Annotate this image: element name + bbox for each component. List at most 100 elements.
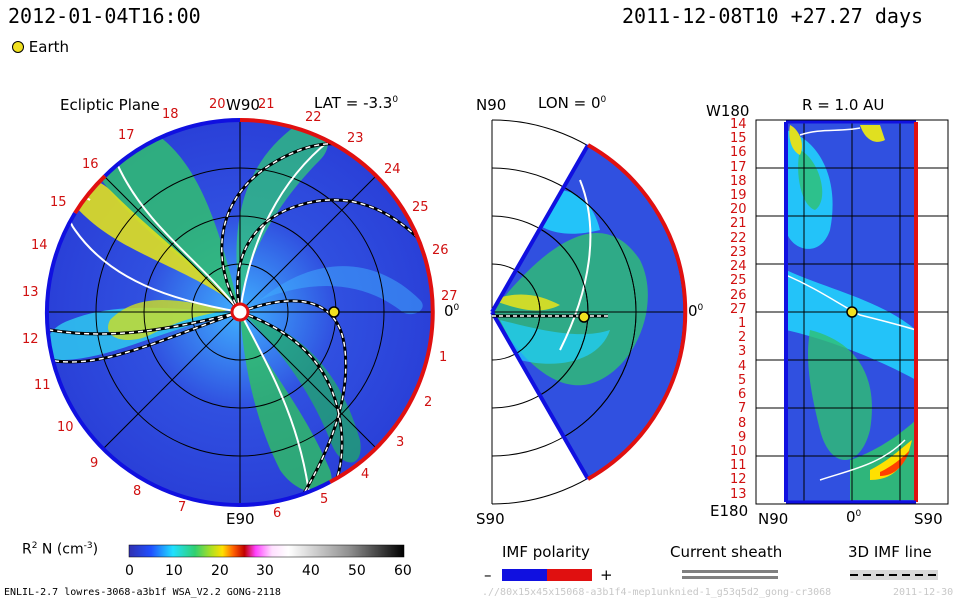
carrington-tick: 21: [258, 97, 275, 112]
earth-legend-label: Earth: [28, 38, 70, 56]
radial-x-mid-deg: 0: [855, 509, 862, 519]
carrington-tick: 25: [412, 200, 429, 215]
run-time-value: 2011-12-08T10: [622, 4, 779, 28]
radial-r-label: R = 1.0 AU: [802, 96, 885, 114]
carrington-tick: 14: [31, 238, 48, 253]
imf-negative-swatch: [502, 569, 547, 581]
colorbar-label-end: ): [92, 541, 99, 558]
colorbar-tick: 30: [256, 563, 274, 579]
radial-tick: 18: [730, 174, 747, 189]
carrington-tick: 24: [384, 162, 401, 177]
colorbar-label-exp: -3: [83, 541, 93, 551]
radial-tick: 12: [730, 472, 747, 487]
meridional-plane: [490, 119, 688, 505]
lon-value: LON = 0: [538, 94, 601, 112]
imf-minus: –: [484, 566, 492, 584]
radial-tick: 4: [738, 359, 747, 374]
radial-tick: 15: [730, 131, 747, 146]
meridional-bottom-label: S90: [476, 510, 505, 528]
radial-tick: 7: [738, 401, 747, 416]
ecliptic-right-value: 0: [444, 302, 454, 320]
carrington-tick: 10: [57, 420, 74, 435]
earth-legend-icon: [12, 41, 24, 53]
carrington-tick: 11: [34, 378, 51, 393]
lat-value: LAT = -3.3: [314, 94, 393, 112]
colorbar-label-sup: 2: [31, 541, 38, 551]
density-colorbar: [128, 544, 405, 558]
radial-tick: 23: [730, 245, 747, 260]
watermark-date: 2011-12-30: [893, 587, 954, 598]
timestamp: 2012-01-04T16:00: [8, 4, 201, 28]
radial-tick: 8: [738, 416, 747, 431]
colorbar-tick: 60: [394, 563, 412, 579]
radial-x-mid-value: 0: [846, 508, 856, 526]
radial-tick: 20: [730, 202, 747, 217]
carrington-tick: 6: [273, 506, 282, 521]
earth-marker-ecliptic: [328, 306, 340, 318]
carrington-tick: 18: [162, 107, 179, 122]
radial-tick: 27: [730, 302, 747, 317]
carrington-tick: 20: [209, 97, 226, 112]
radial-tick: 16: [730, 145, 747, 160]
current-sheath-swatch: [682, 570, 778, 579]
run-time: 2011-12-08T10 +27.27 days: [622, 4, 923, 28]
lat-deg: 0: [392, 95, 399, 105]
colorbar-label-r: R: [22, 541, 32, 558]
imf-line-swatch: [850, 570, 938, 580]
radial-map: [755, 119, 949, 505]
ecliptic-bottom-label: E90: [226, 510, 255, 528]
ecliptic-plane-disc: [44, 117, 435, 507]
radial-bottom-left: E180: [710, 502, 749, 520]
sun-marker: [230, 302, 250, 322]
colorbar-label-rest: N (cm: [37, 541, 84, 558]
radial-top-left: W180: [706, 102, 750, 120]
earth-marker-meridional: [578, 311, 590, 323]
lon-deg: 0: [600, 95, 607, 105]
ecliptic-lat-label: LAT = -3.30: [314, 94, 398, 112]
meridional-right-deg: 0: [697, 303, 704, 313]
imf-line-title: 3D IMF line: [848, 543, 932, 561]
radial-tick: 25: [730, 273, 747, 288]
carrington-tick: 3: [396, 435, 405, 450]
carrington-tick: 1: [439, 350, 448, 365]
radial-tick: 19: [730, 188, 747, 203]
colorbar-tick: 40: [302, 563, 320, 579]
imf-polarity-title: IMF polarity: [502, 543, 590, 561]
radial-tick: 1: [738, 316, 747, 331]
radial-tick: 11: [730, 458, 747, 473]
carrington-tick: 2: [424, 395, 433, 410]
carrington-tick: 5: [320, 492, 329, 507]
radial-tick: 17: [730, 160, 747, 175]
carrington-tick: 8: [133, 484, 142, 499]
colorbar-tick: 0: [125, 563, 134, 579]
radial-x-right: S90: [914, 510, 943, 528]
meridional-right-value: 0: [688, 302, 698, 320]
radial-tick: 13: [730, 487, 747, 502]
run-offset: +27.27 days: [790, 4, 924, 28]
meridional-top-label: N90: [476, 96, 507, 114]
radial-tick: 21: [730, 216, 747, 231]
radial-x-mid: 00: [846, 508, 861, 526]
radial-tick: 22: [730, 231, 747, 246]
radial-tick: 26: [730, 288, 747, 303]
earth-legend: Earth: [12, 38, 69, 56]
radial-tick: 24: [730, 259, 747, 274]
carrington-tick: 13: [22, 285, 39, 300]
carrington-tick: 15: [50, 195, 67, 210]
colorbar-tick: 20: [211, 563, 229, 579]
carrington-tick: 4: [361, 467, 370, 482]
imf-plus: +: [600, 566, 613, 584]
carrington-tick: 22: [305, 110, 322, 125]
colorbar-tick: 50: [348, 563, 366, 579]
ecliptic-right-deg: 0: [453, 303, 460, 313]
radial-tick: 3: [738, 344, 747, 359]
ecliptic-title: Ecliptic Plane: [60, 96, 160, 114]
carrington-tick: 23: [347, 131, 364, 146]
ecliptic-right-label: 00: [444, 302, 459, 320]
carrington-tick: 9: [90, 456, 99, 471]
carrington-tick: 12: [22, 332, 39, 347]
carrington-tick: 16: [82, 157, 99, 172]
carrington-tick: 7: [178, 500, 187, 515]
radial-tick: 6: [738, 387, 747, 402]
